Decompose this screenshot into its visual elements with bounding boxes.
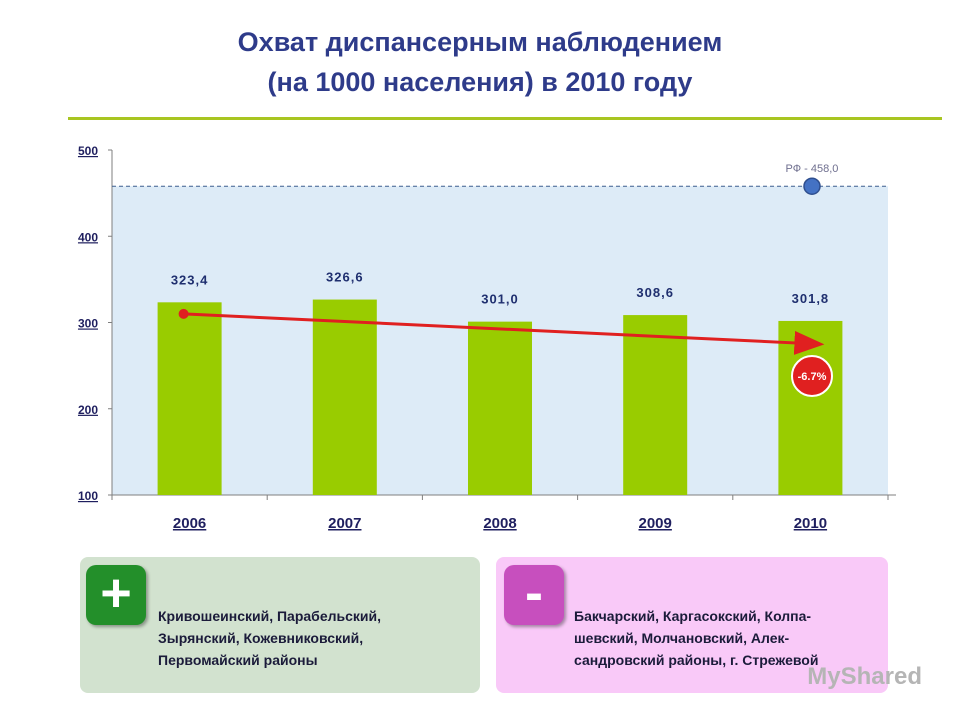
bar [312,299,377,495]
trend-start-dot [178,308,189,319]
bar-value-label: 301,0 [481,292,519,307]
y-tick-label: 100 [78,489,98,503]
category-label: 2006 [173,515,206,532]
y-tick-label: 500 [78,144,98,158]
trend-badge [791,355,833,397]
positive-line-2: Зырянский, Кожевниковский, [158,630,364,646]
chart-title-line2: (на 1000 населения) в 2010 году [267,67,693,97]
chart-title: Охват диспансерным наблюдением (на 1000 … [0,22,960,102]
reference-label: РФ - 458,0 [786,163,839,175]
trend-arrow [183,312,825,355]
bar-value-label: 323,4 [171,272,209,287]
bar-value-label: 301,8 [792,291,830,306]
trend-badge-label: -6.7% [798,371,827,383]
bar-value-label: 308,6 [636,285,674,300]
bar [468,321,532,495]
chart-title-line1: Охват диспансерным наблюдением [237,27,723,57]
title-underline [68,117,942,120]
positive-line-1: Кривошеинский, Парабельский, [158,608,381,624]
negative-districts-text: Бакчарский, Каргасокский, Колпа- шевский… [574,605,872,671]
negative-panel: - Бакчарский, Каргасокский, Колпа- шевск… [496,557,888,693]
bar-chart: 100 200 300 400 500 323,4 326,6 301,0 308,6 301,8… [78,144,896,532]
y-tick-label: 400 [78,230,98,244]
category-label: 2007 [328,515,361,532]
plus-sign: + [86,565,146,625]
bar [157,302,222,495]
bar [623,315,688,495]
category-label: 2008 [483,515,516,532]
negative-line-3: сандровский районы, г. Стрежевой [574,652,819,668]
positive-line-3: Первомайский районы [158,652,318,668]
positive-panel: + Кривошеинский, Парабельский, Зырянский… [80,557,480,693]
negative-line-1: Бакчарский, Каргасокский, Колпа- [574,608,812,624]
category-label: 2009 [639,515,672,532]
category-label: 2010 [794,515,827,532]
y-tick-label: 300 [78,317,98,331]
negative-line-2: шевский, Молчановский, Алек- [574,630,790,646]
watermark: MyShared [807,663,922,690]
reference-marker [803,177,821,195]
positive-districts-text: Кривошеинский, Парабельский, Зырянский, … [158,605,448,671]
bar-value-label: 326,6 [326,270,364,285]
minus-sign: - [504,565,564,625]
y-tick-label: 200 [78,403,98,417]
bar [778,320,843,495]
